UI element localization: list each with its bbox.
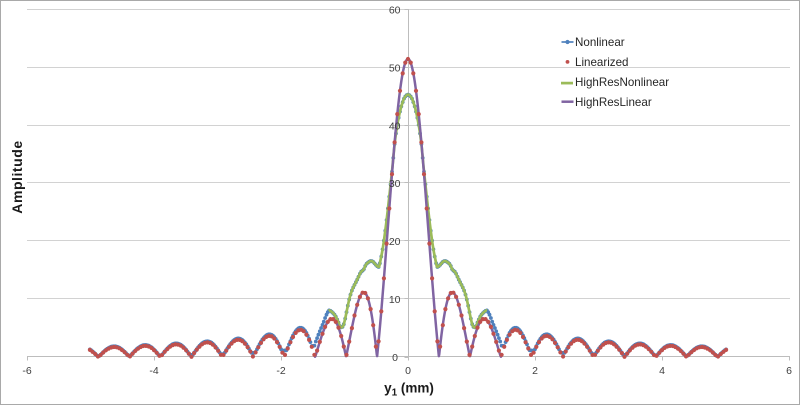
- svg-text:Nonlinear: Nonlinear: [575, 36, 625, 49]
- svg-text:40: 40: [389, 120, 401, 132]
- svg-text:4: 4: [659, 365, 665, 377]
- svg-text:Amplitude: Amplitude: [9, 140, 25, 213]
- svg-text:Linearized: Linearized: [575, 56, 629, 69]
- svg-text:y1 (mm): y1 (mm): [384, 381, 434, 399]
- svg-text:HighResLinear: HighResLinear: [575, 96, 652, 109]
- svg-text:30: 30: [389, 178, 401, 190]
- svg-text:-6: -6: [22, 365, 31, 377]
- svg-text:0: 0: [392, 352, 398, 364]
- svg-text:50: 50: [389, 62, 401, 74]
- svg-text:-4: -4: [149, 365, 158, 377]
- svg-text:20: 20: [389, 236, 401, 248]
- svg-text:2: 2: [532, 365, 538, 377]
- svg-text:-2: -2: [276, 365, 285, 377]
- svg-text:0: 0: [405, 365, 411, 377]
- svg-text:HighResNonlinear: HighResNonlinear: [575, 76, 669, 89]
- svg-text:10: 10: [389, 294, 401, 306]
- svg-text:6: 6: [786, 365, 792, 377]
- svg-text:60: 60: [389, 5, 401, 17]
